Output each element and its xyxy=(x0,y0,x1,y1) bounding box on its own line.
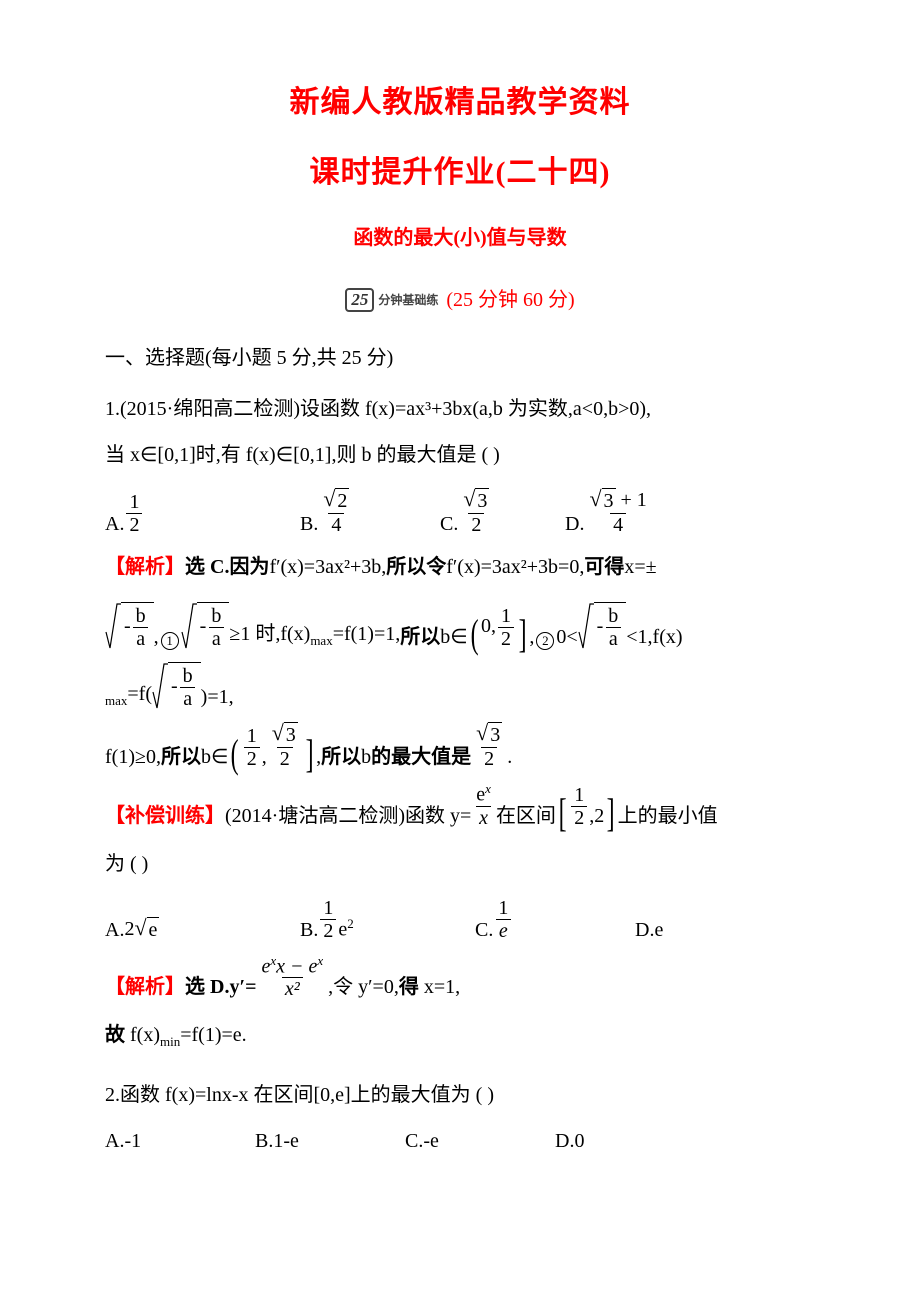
timer-num: 25 xyxy=(345,288,374,312)
function-subtitle: 函数的最大(小)值与导数 xyxy=(105,216,815,260)
solution-label-2: 【解析】 xyxy=(105,974,185,1000)
sqrt-neg-b-over-a-1: -ba xyxy=(105,602,154,650)
sol1-t4: f′(x)=3ax²+3b=0, xyxy=(446,544,584,590)
sol-supp-line2: 故 f(x)min=f(1)=e. xyxy=(105,1012,815,1058)
section-1-heading: 一、选择题(每小题 5 分,共 25 分) xyxy=(105,336,815,380)
sqrt-neg-b-over-a-4: -ba xyxy=(152,662,201,710)
supp-stem-2: 为 ( ) xyxy=(105,841,815,887)
circ-2: 2 xyxy=(536,632,554,650)
supp-D-label: D. xyxy=(635,918,654,942)
supp-B-label: B. xyxy=(300,918,318,942)
sol1-t5: 可得 xyxy=(584,544,624,590)
q1-D-frac: √3 + 14 xyxy=(586,488,649,536)
sol1-line4: f(1)≥0, 所以 b∈ ( 12 , √32 ] , 所以 b 的最大值是 … xyxy=(105,722,815,770)
sol1-t3: 所以令 xyxy=(386,544,446,590)
sol1-ans: 选 C. xyxy=(185,544,229,590)
sqrt-neg-b-over-a-2: -ba xyxy=(181,602,230,650)
sol1-t6: x=± xyxy=(624,544,656,590)
q1-stem-1: 1.(2015·绵阳高二检测)设函数 f(x)=ax³+3bx(a,b 为实数,… xyxy=(105,386,815,432)
q1-C-frac: √32 xyxy=(460,488,492,536)
supp-C-label: C. xyxy=(475,918,493,942)
timer-badge: 25 分钟基础练 xyxy=(345,287,438,313)
supp-A-label: A. xyxy=(105,918,124,942)
q2-B: B.1-e xyxy=(255,1118,405,1164)
sol1-line3: max=f( -ba )=1, xyxy=(105,662,815,710)
timer-row: 25 分钟基础练 (25 分钟 60 分) xyxy=(105,278,815,322)
sol1-t1: 因为 xyxy=(229,544,269,590)
supp-choices: A. 2√e B. 12 e2 C. 1e D. e xyxy=(105,897,815,942)
main-title: 新编人教版精品教学资料 xyxy=(105,70,815,136)
circ-1: 1 xyxy=(161,632,179,650)
sub-title: 课时提升作业(二十四) xyxy=(105,140,815,206)
sol1-t2: f′(x)=3ax²+3b, xyxy=(269,544,386,590)
q1-D-label: D. xyxy=(565,512,584,536)
supp-stem: 【补偿训练】 (2014·塘沽高二检测)函数 y= exx 在区间 [ 12 ,… xyxy=(105,782,815,829)
q2-stem: 2.函数 f(x)=lnx-x 在区间[0,e]上的最大值为 ( ) xyxy=(105,1072,815,1118)
sol1-line1: 【解析】选 C.因为 f′(x)=3ax²+3b,所以令 f′(x)=3ax²+… xyxy=(105,544,815,590)
q2-C: C.-e xyxy=(405,1118,555,1164)
supp-label: 【补偿训练】 xyxy=(105,803,225,829)
time-score: (25 分钟 60 分) xyxy=(446,278,574,322)
q2-choices: A.-1 B.1-e C.-e D.0 xyxy=(105,1118,815,1164)
sol-supp-line1: 【解析】 选 D.y′= exx − exx² ,令 y′=0,得 x=1, xyxy=(105,954,815,1001)
q2-D: D.0 xyxy=(555,1118,584,1164)
sqrt-neg-b-over-a-3: -ba xyxy=(578,602,627,650)
q1-C-label: C. xyxy=(440,512,458,536)
q2-A: A.-1 xyxy=(105,1118,255,1164)
q1-B-label: B. xyxy=(300,512,318,536)
solution-label: 【解析】 xyxy=(105,544,185,590)
q1-choices: A. 12 B. √24 C. √32 D. √3 + 14 xyxy=(105,488,815,536)
q1-A-label: A. xyxy=(105,512,124,536)
sol1-line2: -ba , 1 -ba ≥1 时,f(x)max=f(1)=1, 所以 b∈ (… xyxy=(105,602,815,650)
timer-label: 分钟基础练 xyxy=(378,287,438,313)
q1-stem-2: 当 x∈[0,1]时,有 f(x)∈[0,1],则 b 的最大值是 ( ) xyxy=(105,432,815,478)
q1-B-frac: √24 xyxy=(320,488,352,536)
q1-A-frac: 12 xyxy=(126,491,142,536)
